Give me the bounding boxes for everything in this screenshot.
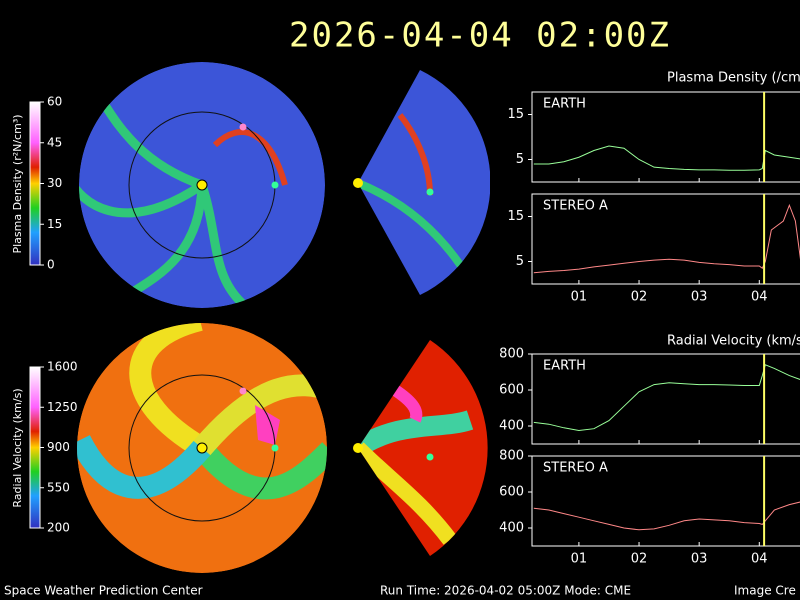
- colorbar-tick-label: 30: [47, 176, 62, 190]
- colorbar-tick-label: 1250: [47, 400, 78, 414]
- colorbar-tick-label: 45: [47, 135, 62, 149]
- panel: [531, 193, 800, 285]
- series-line: [533, 364, 800, 432]
- x-tick-label: 02: [631, 290, 648, 305]
- panel-title: Radial Velocity (km/s: [667, 334, 800, 349]
- series-label: EARTH: [543, 97, 586, 112]
- series-line: [533, 145, 800, 171]
- x-tick-label: 03: [691, 552, 708, 567]
- series-label: STEREO A: [543, 461, 608, 476]
- y-tick-label: 15: [507, 107, 524, 122]
- x-tick-label: 03: [691, 290, 708, 305]
- x-tick-label: 04: [751, 290, 768, 305]
- footer-center: Run Time: 2026-04-02 05:00Z Mode: CME: [380, 584, 631, 598]
- colorbar-label: Radial Velocity (km/s): [11, 388, 24, 507]
- colorbar-label: Plasma Density (r²N/cm³): [11, 114, 24, 253]
- density-wedge: [358, 70, 490, 295]
- earth: [426, 453, 434, 461]
- footer-left: Space Weather Prediction Center: [4, 584, 203, 598]
- stereo-a: [239, 123, 247, 131]
- colorbar-tick-label: 550: [47, 480, 70, 494]
- colorbar-tick-label: 15: [47, 217, 62, 231]
- x-tick-label: 02: [631, 552, 648, 567]
- series-label: EARTH: [543, 359, 586, 374]
- stereo-a: [239, 387, 247, 395]
- series-label: STEREO A: [543, 199, 608, 214]
- x-tick-label: 01: [571, 552, 588, 567]
- y-tick-label: 400: [499, 419, 524, 434]
- y-tick-label: 400: [499, 521, 524, 536]
- y-tick-label: 600: [499, 485, 524, 500]
- colorbar-tick-label: 60: [47, 95, 62, 109]
- colorbar: [29, 101, 41, 266]
- colorbar-tick-label: 1600: [47, 360, 78, 374]
- header-time: 2026-04-04 02:00Z: [289, 16, 671, 56]
- x-tick-label: 04: [751, 552, 768, 567]
- colorbar-tick-label: 900: [47, 440, 70, 454]
- y-tick-label: 5: [516, 152, 524, 167]
- y-tick-label: 15: [507, 209, 524, 224]
- sun: [353, 178, 363, 188]
- panel-title: Plasma Density (/cm³: [667, 71, 800, 86]
- x-tick-label: 01: [571, 290, 588, 305]
- y-tick-label: 800: [499, 347, 524, 362]
- y-tick-label: 800: [499, 449, 524, 464]
- colorbar: [29, 366, 41, 529]
- panel: [531, 353, 800, 445]
- y-tick-label: 600: [499, 383, 524, 398]
- sun: [353, 443, 363, 453]
- earth: [271, 181, 279, 189]
- y-tick-label: 5: [516, 254, 524, 269]
- earth: [271, 444, 279, 452]
- colorbar-tick-label: 200: [47, 521, 70, 535]
- earth: [426, 188, 434, 196]
- series-line: [533, 501, 800, 531]
- panel: [531, 91, 800, 183]
- velocity-wedge: [358, 340, 488, 556]
- colorbar-tick-label: 0: [47, 258, 55, 272]
- series-line: [533, 203, 800, 274]
- panel: [531, 455, 800, 547]
- sun: [196, 179, 208, 191]
- footer-right: Image Cre: [734, 584, 796, 598]
- sun: [196, 442, 208, 454]
